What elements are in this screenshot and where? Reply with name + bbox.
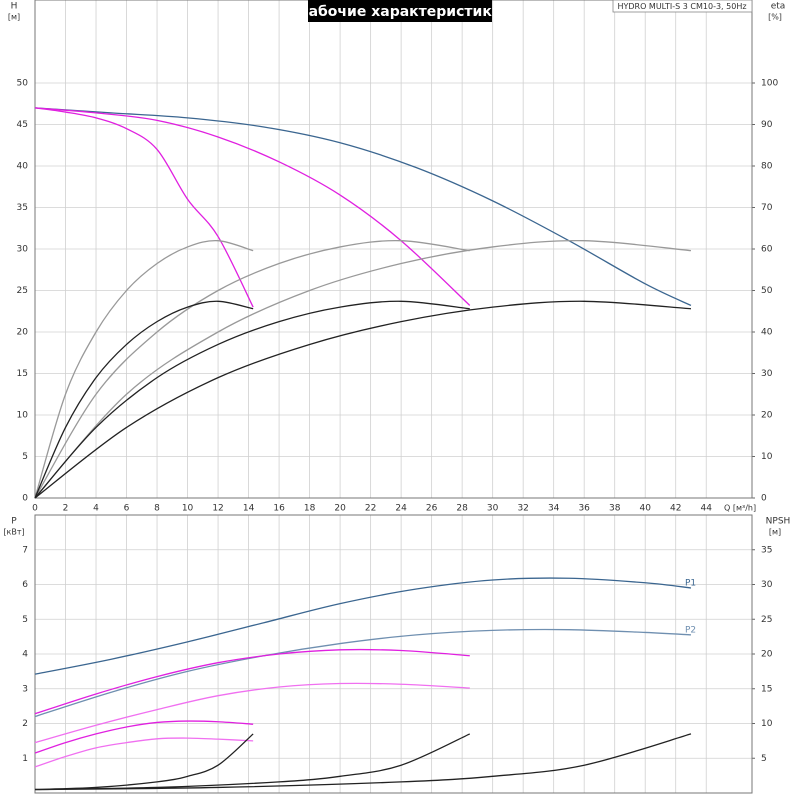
plot: 1 2 3 4 5 6 7 5 10 15 20 25 30 35 P[кВт] NPSH[м]: [3, 514, 791, 794]
subtitle-box: [612, 0, 753, 13]
y2-tick-label: 90: [761, 120, 773, 130]
y-tick-label: 50: [17, 79, 29, 89]
y-tick-label: 10: [17, 411, 29, 421]
curve: [34, 733, 692, 791]
y-axis-unit: [кВт]: [3, 528, 24, 537]
x-tick-label: 20: [334, 504, 346, 514]
plot-frame: [34, 0, 753, 499]
x-tick-label: 10: [182, 504, 194, 514]
x-tick-label: 44: [701, 504, 713, 514]
y2-axis-unit: [%]: [768, 13, 782, 22]
y-tick-label: 40: [17, 162, 29, 172]
curve: [34, 239, 470, 499]
x-tick-label: 14: [243, 504, 255, 514]
y2-tick-label: 20: [761, 411, 773, 421]
subtitle: HYDRO MULTI-S 3 CM10-3, 50Hz: [617, 2, 746, 11]
y2-tick-label: 60: [761, 245, 773, 255]
y-tick-label: 25: [17, 286, 28, 296]
y2-tick-label: 40: [761, 328, 773, 338]
curve: [34, 239, 254, 499]
curve: [34, 300, 470, 499]
y-tick-label: 45: [17, 120, 28, 130]
curve-label: P1: [685, 578, 696, 588]
curve: [34, 577, 692, 675]
curve: [34, 107, 692, 307]
y2-axis-label: NPSH: [766, 517, 791, 527]
x-tick-label: 4: [93, 504, 99, 514]
curve-label: P2: [685, 625, 696, 635]
curve: [34, 628, 692, 718]
x-tick-label: 8: [154, 504, 160, 514]
y-tick-label: 5: [22, 452, 28, 462]
plot: 0 2 4 6 8 10 12 14 16 18 20 22 24 26 28 30 32 34 36 38 40 42 4…: [8, 0, 785, 514]
x-tick-label: 16: [273, 504, 285, 514]
y-tick-label: 5: [22, 615, 28, 625]
y2-tick-label: 80: [761, 162, 773, 172]
curve: [34, 300, 254, 499]
y2-tick-label: 20: [761, 650, 773, 660]
x-tick-label: 24: [395, 504, 407, 514]
y-tick-label: 30: [17, 245, 29, 255]
y2-tick-label: 35: [761, 545, 772, 555]
y2-tick-label: 30: [761, 580, 773, 590]
y-axis-label: H: [11, 2, 18, 12]
title-box: [308, 0, 492, 22]
curve: [34, 107, 254, 308]
x-tick-label: 28: [456, 504, 468, 514]
y2-tick-label: 15: [761, 684, 772, 694]
x-axis-label: Q [м³/h]: [724, 504, 756, 513]
curve: [34, 737, 254, 768]
curve: [34, 239, 692, 499]
y2-tick-label: 10: [761, 452, 773, 462]
x-tick-label: 42: [670, 504, 681, 514]
y-tick-label: 3: [22, 684, 28, 694]
y2-tick-label: 5: [761, 754, 767, 764]
y2-tick-label: 0: [761, 494, 767, 504]
x-tick-label: 34: [548, 504, 560, 514]
y2-axis-unit: [м]: [769, 528, 781, 537]
y-tick-label: 2: [22, 719, 28, 729]
y2-tick-label: 50: [761, 286, 773, 296]
y2-tick-label: 30: [761, 369, 773, 379]
curve: [34, 682, 470, 744]
x-tick-label: 22: [365, 504, 376, 514]
x-tick-label: 40: [639, 504, 651, 514]
x-tick-label: 18: [304, 504, 316, 514]
y2-tick-label: 100: [761, 79, 778, 89]
y-tick-label: 6: [22, 580, 28, 590]
y-tick-label: 35: [17, 203, 28, 213]
x-tick-label: 26: [426, 504, 438, 514]
x-tick-label: 32: [517, 504, 528, 514]
y-tick-label: 1: [22, 754, 28, 764]
curve: [34, 720, 254, 754]
y-tick-label: 4: [22, 650, 28, 660]
y-tick-label: 7: [22, 545, 28, 555]
curve: [34, 300, 692, 499]
x-tick-label: 2: [63, 504, 69, 514]
y-axis-label: P: [11, 517, 17, 527]
x-tick-label: 0: [32, 504, 38, 514]
x-tick-label: 38: [609, 504, 621, 514]
x-tick-label: 30: [487, 504, 499, 514]
curve: [34, 107, 471, 306]
x-tick-label: 36: [578, 504, 590, 514]
y-tick-label: 0: [22, 494, 28, 504]
curve: [34, 648, 470, 715]
y2-axis-label: eta: [771, 2, 786, 12]
y2-tick-label: 70: [761, 203, 773, 213]
y-tick-label: 15: [17, 369, 28, 379]
x-tick-label: 12: [212, 504, 223, 514]
chart-title: Рабочие характеристики: [298, 4, 501, 20]
curve: [34, 733, 254, 791]
y-axis-unit: [м]: [8, 13, 20, 22]
plot-frame: [34, 514, 753, 794]
y2-tick-label: 25: [761, 615, 772, 625]
y-tick-label: 20: [17, 328, 29, 338]
x-tick-label: 6: [124, 504, 130, 514]
y2-tick-label: 10: [761, 719, 773, 729]
